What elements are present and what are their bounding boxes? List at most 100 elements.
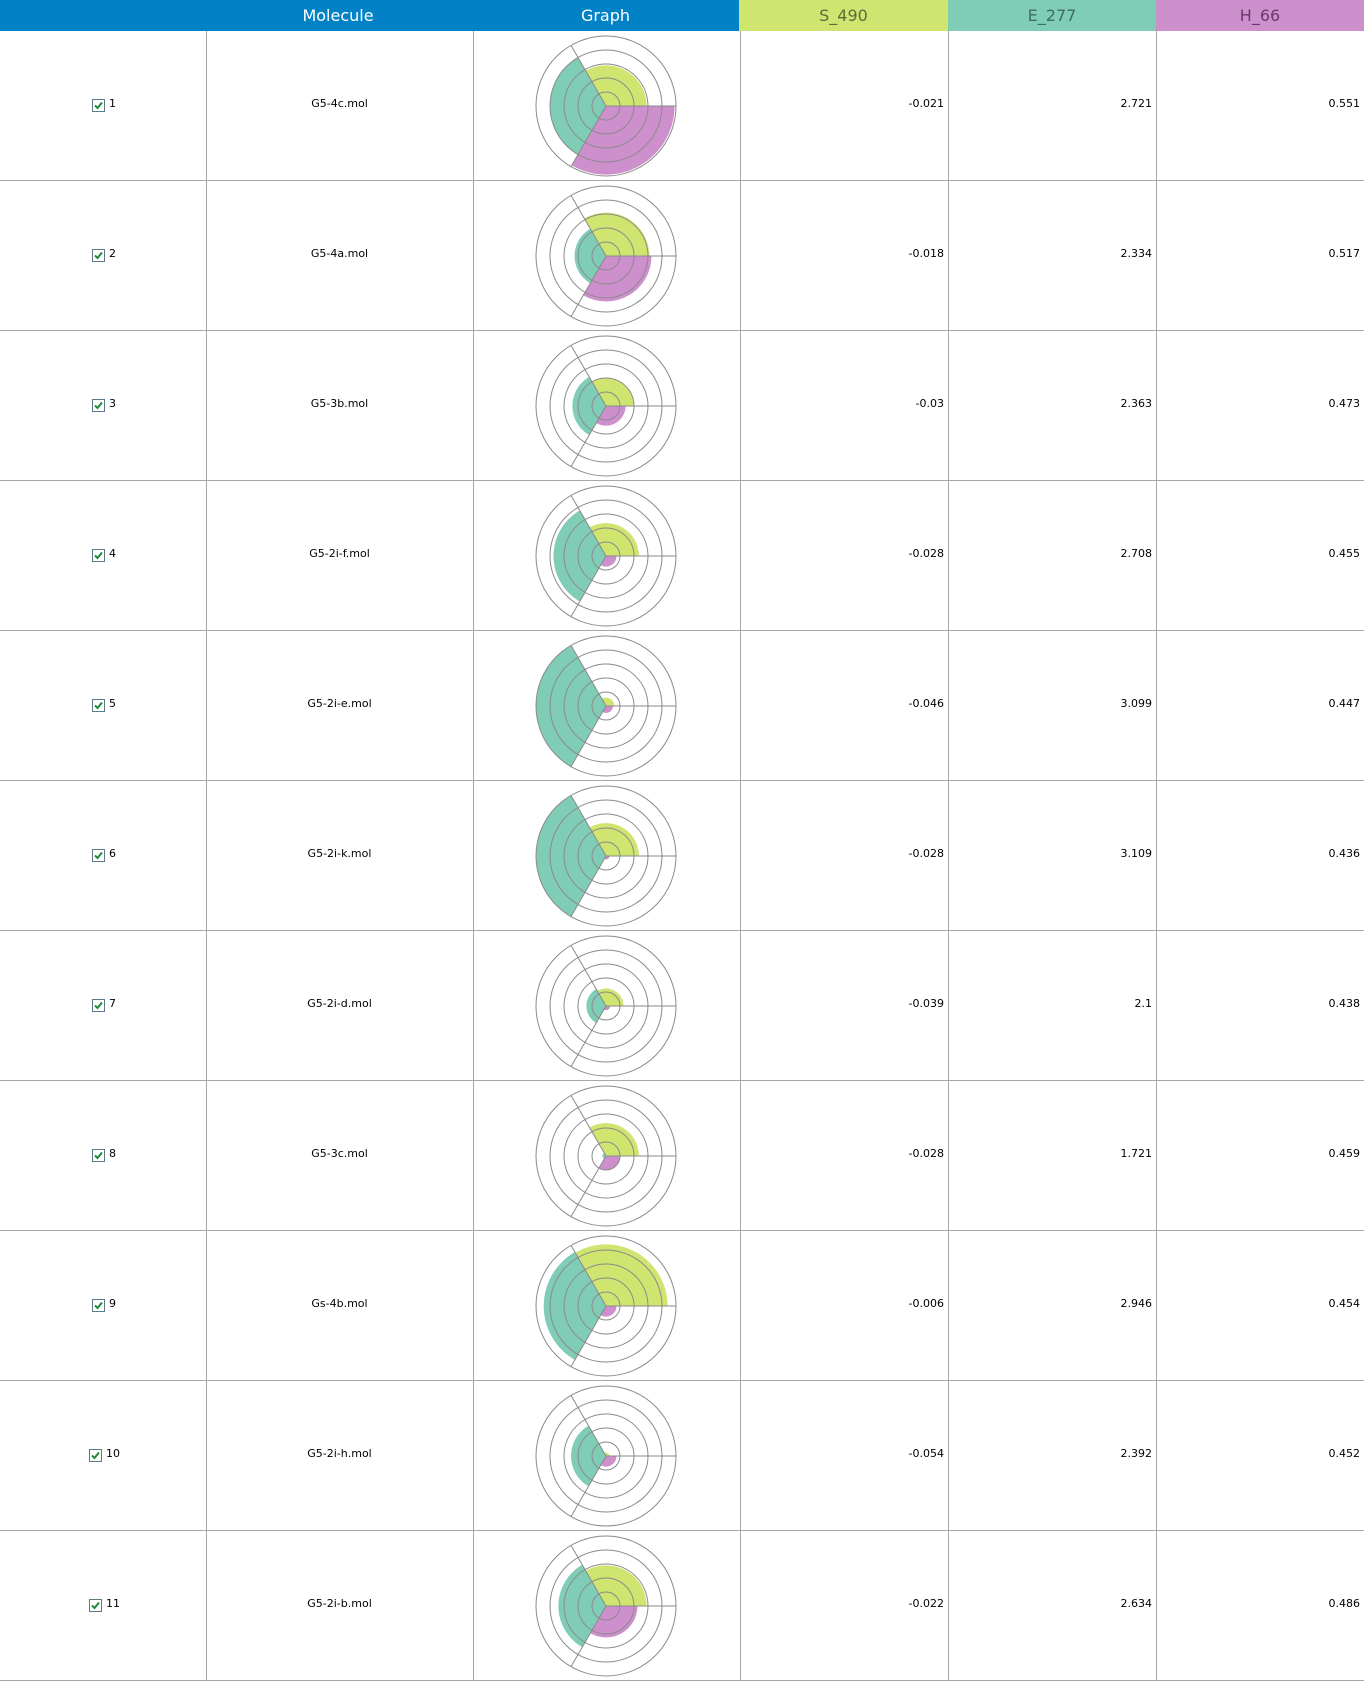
table-row[interactable]: 1 G5-4c.mol -0.021 2.721 0.551: [0, 31, 1364, 181]
column-divider: [740, 31, 741, 1680]
h-value-cell: 0.454: [1156, 1231, 1364, 1380]
header-h66[interactable]: H_66: [1156, 0, 1364, 31]
row-checkbox[interactable]: [92, 699, 105, 712]
header-s490[interactable]: S_490: [739, 0, 948, 31]
molecule-cell: G5-2i-h.mol: [206, 1381, 473, 1530]
molecule-name: G5-2i-k.mol: [307, 847, 372, 860]
index-cell: 9: [0, 1231, 206, 1380]
h-value: 0.454: [1328, 1297, 1361, 1310]
radial-chart: [535, 1535, 677, 1677]
axis-line: [570, 1545, 607, 1607]
axis-line: [570, 255, 607, 317]
radial-chart: [535, 1385, 677, 1527]
graph-cell: [473, 1231, 740, 1380]
e-wedge: [536, 645, 606, 767]
h-value: 0.455: [1328, 547, 1361, 560]
radial-chart: [535, 1085, 677, 1227]
s-value-cell: -0.03: [740, 331, 948, 480]
row-index: 7: [109, 997, 116, 1010]
e-wedge: [572, 376, 606, 436]
e-wedge: [536, 795, 606, 917]
header-molecule[interactable]: Molecule: [204, 0, 472, 31]
table-row[interactable]: 4 G5-2i-f.mol -0.028 2.708 0.455: [0, 481, 1364, 631]
column-divider: [1156, 31, 1157, 1680]
e-wedge: [571, 1425, 606, 1487]
molecule-cell: G5-2i-k.mol: [206, 781, 473, 930]
h-value-cell: 0.447: [1156, 631, 1364, 780]
row-checkbox[interactable]: [92, 99, 105, 112]
molecule-name: G5-3b.mol: [310, 397, 369, 410]
header-e277[interactable]: E_277: [948, 0, 1156, 31]
s-value-cell: -0.022: [740, 1531, 948, 1680]
s-value-cell: -0.028: [740, 481, 948, 630]
graph-cell: [473, 181, 740, 330]
s-wedge: [589, 823, 639, 856]
axis-line: [570, 1005, 607, 1067]
table-row[interactable]: 7 G5-2i-d.mol -0.039 2.1 0.438: [0, 931, 1364, 1081]
h-value: 0.486: [1328, 1597, 1361, 1610]
axis-line: [570, 645, 607, 707]
axis-line: [570, 1605, 607, 1667]
e-value: 2.634: [1120, 1597, 1153, 1610]
s-value: -0.021: [908, 97, 944, 110]
graph-cell: [473, 1531, 740, 1680]
e-value-cell: 2.946: [948, 1231, 1156, 1380]
molecule-cell: G5-3c.mol: [206, 1081, 473, 1230]
axis-line: [570, 555, 607, 617]
s-value-cell: -0.018: [740, 181, 948, 330]
row-checkbox[interactable]: [92, 999, 105, 1012]
s-value: -0.018: [908, 247, 944, 260]
table-row[interactable]: 11 G5-2i-b.mol -0.022 2.634 0.486: [0, 1531, 1364, 1681]
h-wedge: [571, 106, 675, 175]
row-checkbox[interactable]: [92, 849, 105, 862]
row-checkbox[interactable]: [92, 399, 105, 412]
table-row[interactable]: 10 G5-2i-h.mol -0.054 2.392 0.452: [0, 1381, 1364, 1531]
header-index[interactable]: [0, 0, 204, 31]
row-checkbox[interactable]: [92, 549, 105, 562]
table-row[interactable]: 6 G5-2i-k.mol -0.028 3.109 0.436: [0, 781, 1364, 931]
e-value-cell: 1.721: [948, 1081, 1156, 1230]
axis-line: [570, 105, 607, 167]
s-value-cell: -0.039: [740, 931, 948, 1080]
row-checkbox[interactable]: [92, 249, 105, 262]
row-checkbox[interactable]: [92, 1149, 105, 1162]
radial-chart: [535, 185, 677, 327]
s-value: -0.028: [908, 547, 944, 560]
row-checkbox[interactable]: [89, 1449, 102, 1462]
s-value: -0.046: [908, 697, 944, 710]
e-value: 2.363: [1120, 397, 1153, 410]
table-row[interactable]: 2 G5-4a.mol -0.018 2.334 0.517: [0, 181, 1364, 331]
h-value: 0.436: [1328, 847, 1361, 860]
axis-line: [570, 1095, 607, 1157]
s-value-cell: -0.021: [740, 31, 948, 180]
row-index: 10: [106, 1447, 120, 1460]
radial-chart: [535, 485, 677, 627]
table-row[interactable]: 8 G5-3c.mol -0.028 1.721 0.459: [0, 1081, 1364, 1231]
header-graph[interactable]: Graph: [472, 0, 739, 31]
molecule-cell: G5-4a.mol: [206, 181, 473, 330]
table-row[interactable]: 5 G5-2i-e.mol -0.046 3.099 0.447: [0, 631, 1364, 781]
row-checkbox[interactable]: [92, 1299, 105, 1312]
row-checkbox[interactable]: [89, 1599, 102, 1612]
graph-cell: [473, 1381, 740, 1530]
graph-cell: [473, 481, 740, 630]
index-cell: 2: [0, 181, 206, 330]
molecule-name: G5-3c.mol: [311, 1147, 368, 1160]
graph-cell: [473, 331, 740, 480]
e-wedge: [586, 989, 606, 1023]
h-value: 0.447: [1328, 697, 1361, 710]
s-value-cell: -0.046: [740, 631, 948, 780]
row-index: 3: [109, 397, 116, 410]
axis-line: [570, 945, 607, 1007]
h-value-cell: 0.452: [1156, 1381, 1364, 1530]
axis-line: [570, 795, 607, 857]
e-value-cell: 2.392: [948, 1381, 1156, 1530]
table-row[interactable]: 9 Gs-4b.mol -0.006 2.946 0.454: [0, 1231, 1364, 1381]
table-row[interactable]: 3 G5-3b.mol -0.03 2.363 0.473: [0, 331, 1364, 481]
row-index: 11: [106, 1597, 120, 1610]
h-value-cell: 0.438: [1156, 931, 1364, 1080]
index-cell: 11: [0, 1531, 206, 1680]
e-value: 2.946: [1120, 1297, 1153, 1310]
s-value-cell: -0.006: [740, 1231, 948, 1380]
